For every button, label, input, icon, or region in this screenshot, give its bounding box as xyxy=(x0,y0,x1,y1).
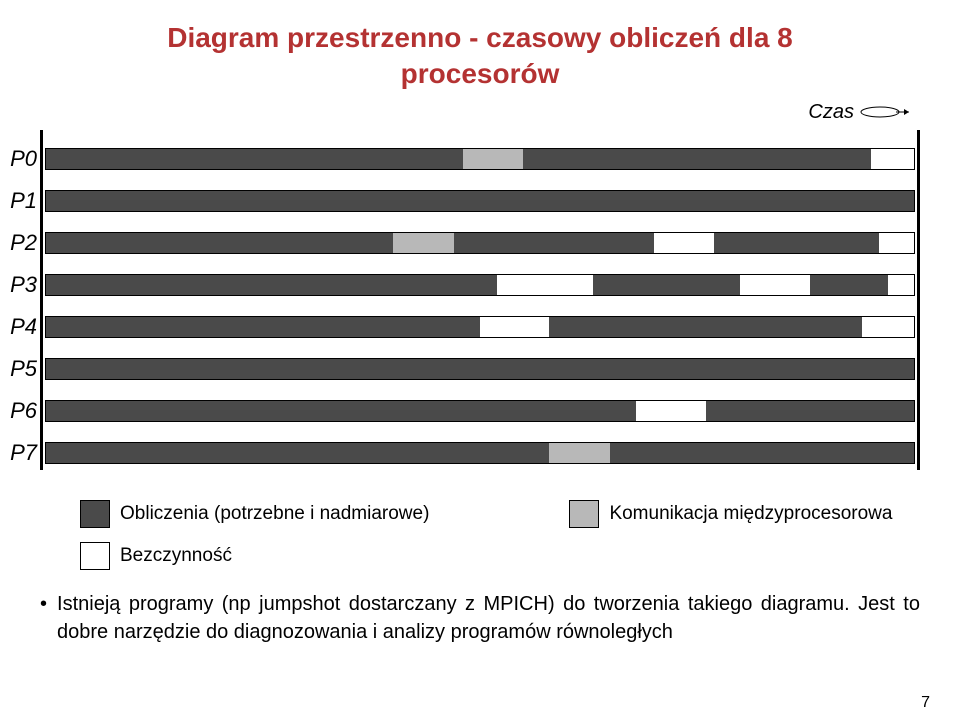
processor-row: P2 xyxy=(43,222,917,264)
segment-idle xyxy=(740,275,809,295)
processor-track xyxy=(45,274,915,296)
processor-row: P4 xyxy=(43,306,917,348)
legend-swatch-comm xyxy=(569,500,599,528)
legend-label-comm: Komunikacja międzyprocesorowa xyxy=(609,503,892,525)
segment-compute xyxy=(46,191,914,211)
segment-idle xyxy=(888,275,914,295)
segment-compute xyxy=(593,275,741,295)
legend-label-idle: Bezczynność xyxy=(120,545,232,567)
segment-compute xyxy=(46,443,549,463)
processor-label: P3 xyxy=(1,272,37,298)
bullet-paragraph: • Istnieją programy (np jumpshot dostarc… xyxy=(40,590,920,646)
segment-compute xyxy=(549,317,861,337)
page-number: 7 xyxy=(921,694,930,712)
legend: Obliczenia (potrzebne i nadmiarowe) Komu… xyxy=(80,500,920,570)
segment-comm xyxy=(549,443,610,463)
segment-compute xyxy=(810,275,888,295)
processor-label: P5 xyxy=(1,356,37,382)
title-line-1: Diagram przestrzenno - czasowy obliczeń … xyxy=(167,22,793,53)
processor-label: P0 xyxy=(1,146,37,172)
segment-idle xyxy=(879,233,914,253)
gantt-chart: P0P1P2P3P4P5P6P7 xyxy=(40,130,920,470)
processor-label: P7 xyxy=(1,440,37,466)
segment-compute xyxy=(46,317,480,337)
processor-track xyxy=(45,358,915,380)
title-line-2: procesorów xyxy=(401,58,560,89)
segment-compute xyxy=(46,359,914,379)
segment-compute xyxy=(46,275,497,295)
processor-row: P7 xyxy=(43,432,917,474)
page-title: Diagram przestrzenno - czasowy obliczeń … xyxy=(40,20,920,93)
legend-row-1: Obliczenia (potrzebne i nadmiarowe) Komu… xyxy=(80,500,920,528)
segment-compute xyxy=(46,233,393,253)
segment-compute xyxy=(714,233,879,253)
segment-idle xyxy=(871,149,914,169)
legend-row-2: Bezczynność xyxy=(80,542,920,570)
processor-row: P0 xyxy=(43,138,917,180)
segment-compute xyxy=(706,401,914,421)
segment-idle xyxy=(497,275,592,295)
segment-compute xyxy=(46,401,636,421)
segment-comm xyxy=(463,149,524,169)
legend-swatch-idle xyxy=(80,542,110,570)
processor-row: P5 xyxy=(43,348,917,390)
legend-label-compute: Obliczenia (potrzebne i nadmiarowe) xyxy=(120,503,429,525)
processor-track xyxy=(45,400,915,422)
segment-idle xyxy=(862,317,914,337)
segment-compute xyxy=(454,233,654,253)
segment-idle xyxy=(636,401,705,421)
processor-label: P1 xyxy=(1,188,37,214)
time-label: Czas xyxy=(808,101,854,124)
bullet-text: Istnieją programy (np jumpshot dostarcza… xyxy=(57,590,920,646)
segment-comm xyxy=(393,233,454,253)
time-arrow-icon xyxy=(860,106,910,118)
processor-track xyxy=(45,442,915,464)
processor-row: P3 xyxy=(43,264,917,306)
processor-label: P2 xyxy=(1,230,37,256)
segment-compute xyxy=(523,149,870,169)
segment-compute xyxy=(46,149,463,169)
legend-swatch-compute xyxy=(80,500,110,528)
processor-track xyxy=(45,190,915,212)
processor-row: P1 xyxy=(43,180,917,222)
processor-row: P6 xyxy=(43,390,917,432)
bullet-icon: • xyxy=(40,590,47,646)
processor-track xyxy=(45,148,915,170)
segment-idle xyxy=(654,233,715,253)
processor-track xyxy=(45,316,915,338)
segment-compute xyxy=(610,443,914,463)
processor-label: P6 xyxy=(1,398,37,424)
processor-track xyxy=(45,232,915,254)
segment-idle xyxy=(480,317,549,337)
time-axis-label-row: Czas xyxy=(40,101,920,124)
processor-label: P4 xyxy=(1,314,37,340)
